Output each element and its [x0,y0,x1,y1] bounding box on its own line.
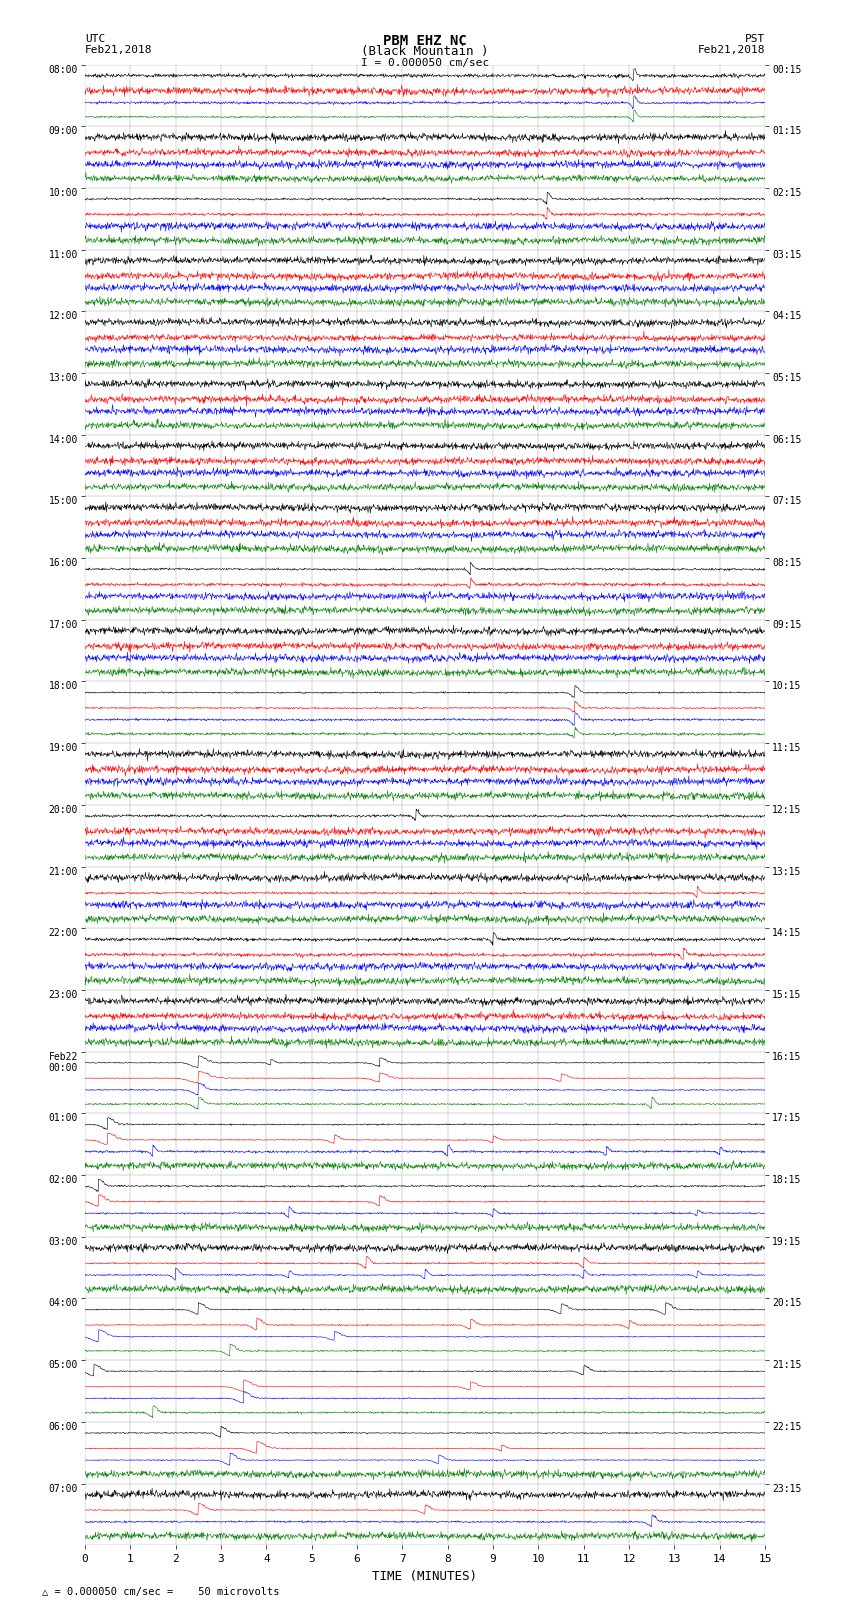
Text: PBM EHZ NC: PBM EHZ NC [383,34,467,48]
Text: UTC: UTC [85,34,105,44]
Text: Feb21,2018: Feb21,2018 [698,45,765,55]
X-axis label: TIME (MINUTES): TIME (MINUTES) [372,1569,478,1582]
Text: I = 0.000050 cm/sec: I = 0.000050 cm/sec [361,58,489,68]
Text: △ = 0.000050 cm/sec =    50 microvolts: △ = 0.000050 cm/sec = 50 microvolts [42,1587,280,1597]
Text: Feb21,2018: Feb21,2018 [85,45,152,55]
Text: (Black Mountain ): (Black Mountain ) [361,45,489,58]
Text: PST: PST [745,34,765,44]
